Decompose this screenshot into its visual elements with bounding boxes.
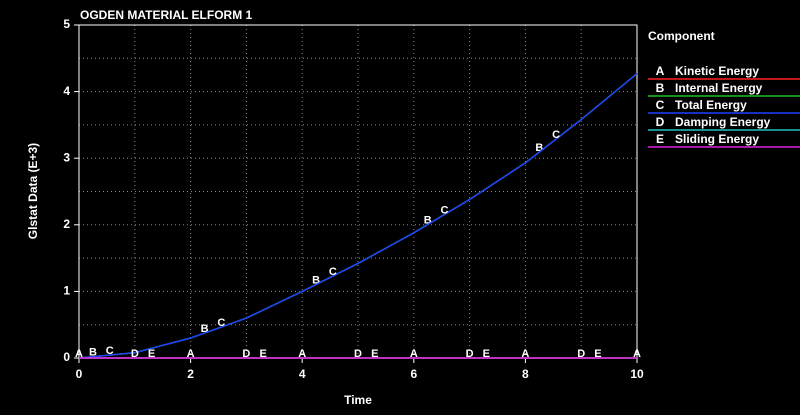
legend-letter: A <box>656 64 665 78</box>
series-marker-label: C <box>217 317 225 329</box>
series-marker-label: B <box>312 274 320 286</box>
y-axis-title: Glstat Data (E+3) <box>26 143 40 239</box>
x-tick-label: 4 <box>299 367 306 381</box>
chart-title: OGDEN MATERIAL ELFORM 1 <box>80 8 253 22</box>
legend-letter: D <box>656 115 665 129</box>
series-marker-label: A <box>298 348 306 360</box>
series-marker-label: C <box>441 204 449 216</box>
series-marker-label: D <box>577 348 585 360</box>
series-marker-label: B <box>535 142 543 154</box>
series-marker-label: C <box>106 345 114 357</box>
series-marker-label: C <box>552 129 560 141</box>
legend-label: Damping Energy <box>675 115 771 129</box>
series-marker-label: A <box>410 348 418 360</box>
y-tick-label: 0 <box>63 350 70 364</box>
series-marker-label: A <box>521 348 529 360</box>
series-marker-label: E <box>594 348 601 360</box>
series-marker-label: A <box>633 348 641 360</box>
series-marker-label: C <box>329 266 337 278</box>
y-tick-label: 5 <box>63 17 70 31</box>
series-marker-label: B <box>424 214 432 226</box>
y-tick-label: 3 <box>63 150 70 164</box>
legend-label: Internal Energy <box>675 81 763 95</box>
x-tick-label: 0 <box>76 367 83 381</box>
y-tick-label: 1 <box>63 284 70 298</box>
x-tick-label: 6 <box>410 367 417 381</box>
legend-letter: C <box>656 98 665 112</box>
legend-title: Component <box>648 29 715 43</box>
x-tick-label: 2 <box>187 367 194 381</box>
y-tick-label: 2 <box>63 217 70 231</box>
legend-label: Kinetic Energy <box>675 64 759 78</box>
series-marker-label: A <box>75 348 83 360</box>
series-marker-label: D <box>354 348 362 360</box>
series-marker-label: E <box>371 348 378 360</box>
x-tick-label: 10 <box>630 367 644 381</box>
series-marker-label: D <box>131 348 139 360</box>
x-tick-label: 8 <box>522 367 529 381</box>
series-marker-label: A <box>187 348 195 360</box>
series-line <box>78 73 638 359</box>
legend-letter: E <box>656 132 664 146</box>
x-axis-title: Time <box>344 393 372 407</box>
legend-label: Sliding Energy <box>675 132 759 146</box>
series-marker-label: B <box>201 323 209 335</box>
series-marker-label: E <box>483 348 490 360</box>
series-marker-label: E <box>148 348 155 360</box>
series-marker-label: D <box>466 348 474 360</box>
series-marker-label: B <box>89 347 97 359</box>
legend-label: Total Energy <box>675 98 747 112</box>
y-tick-label: 4 <box>63 84 70 98</box>
legend-letter: B <box>656 81 665 95</box>
series-marker-label: D <box>242 348 250 360</box>
series-marker-label: E <box>259 348 266 360</box>
